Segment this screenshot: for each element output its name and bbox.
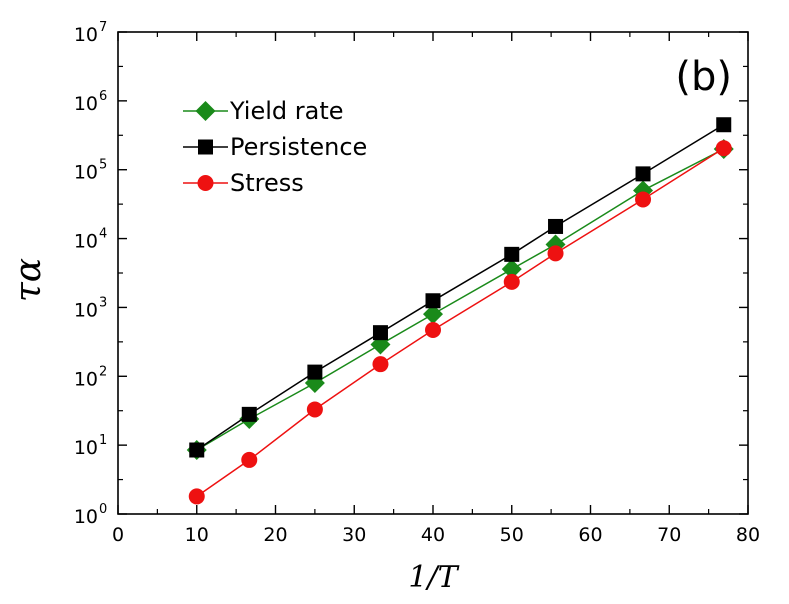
y-tick-label: 10: [74, 368, 98, 390]
y-tick-label: 10: [74, 93, 98, 115]
y-tick-exponent: 4: [99, 227, 107, 242]
y-tick-label: 10: [74, 299, 98, 321]
x-tick-label: 10: [185, 524, 209, 546]
y-tick-exponent: 7: [99, 20, 107, 35]
y-tick-exponent: 3: [99, 295, 107, 310]
data-point-stress: [372, 356, 389, 373]
y-tick-exponent: 5: [99, 158, 107, 173]
series-layer: [186, 117, 734, 505]
y-tick-label: 10: [74, 24, 98, 46]
data-point-stress: [241, 451, 258, 468]
x-tick-label: 20: [263, 524, 287, 546]
x-tick-label: 50: [500, 524, 524, 546]
data-point-persistence: [548, 218, 564, 234]
data-point-persistence: [307, 364, 323, 380]
legend: Yield rate Persistence Stress: [183, 97, 367, 197]
y-tick-label: 10: [74, 437, 98, 459]
x-tick-label: 80: [736, 524, 760, 546]
x-axis-title: 1/T: [408, 560, 459, 595]
x-tick-label: 40: [421, 524, 445, 546]
data-point-stress: [425, 322, 441, 339]
data-point-persistence: [425, 293, 441, 309]
data-point-persistence: [189, 442, 205, 458]
panel-label: (b): [675, 54, 732, 100]
y-tick-exponent: 0: [99, 502, 107, 517]
data-point-stress: [188, 488, 205, 505]
y-tick-label: 10: [74, 162, 98, 184]
legend-marker-yield-rate: [195, 101, 216, 121]
x-tick-label: 0: [112, 524, 124, 546]
legend-label-persistence: Persistence: [230, 133, 367, 161]
data-point-persistence: [635, 166, 651, 182]
data-point-stress: [715, 140, 732, 157]
y-tick-exponent: 6: [99, 89, 107, 104]
data-point-stress: [635, 191, 652, 208]
data-point-stress: [503, 273, 520, 290]
data-point-stress: [547, 245, 564, 262]
x-tick-label: 60: [578, 524, 602, 546]
plot-frame: [117, 31, 749, 515]
x-tick-label: 30: [342, 524, 366, 546]
y-axis-title: τα: [8, 258, 49, 302]
y-tick-label: 10: [74, 231, 98, 253]
legend-label-yield-rate: Yield rate: [229, 97, 344, 125]
y-tick-exponent: 2: [99, 364, 107, 379]
data-point-yield-rate: [501, 259, 522, 280]
y-tick-exponent: 1: [99, 433, 107, 448]
data-point-persistence: [372, 325, 388, 341]
data-point-yield-rate: [423, 304, 443, 325]
data-point-persistence: [716, 117, 732, 133]
y-tick-label: 10: [74, 506, 98, 528]
legend-marker-persistence: [198, 139, 213, 155]
data-point-stress: [306, 401, 323, 418]
data-point-persistence: [504, 246, 520, 262]
legend-marker-stress: [197, 175, 214, 191]
legend-label-stress: Stress: [230, 169, 304, 197]
x-tick-label: 70: [657, 524, 681, 546]
data-point-persistence: [241, 406, 257, 422]
